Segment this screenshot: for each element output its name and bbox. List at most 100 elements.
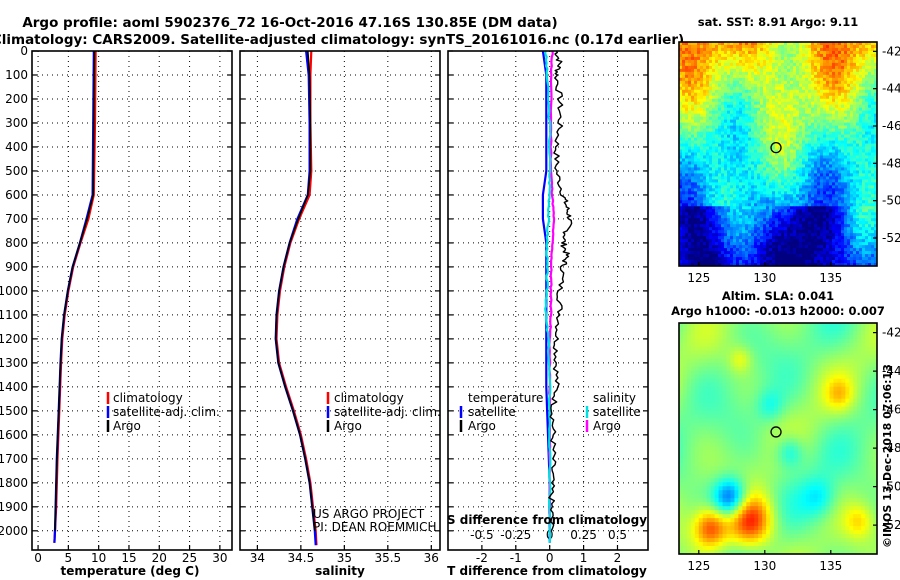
- sst-cell: [796, 167, 800, 171]
- sst-cell: [874, 137, 877, 141]
- sst-cell: [826, 209, 830, 213]
- sst-cell: [805, 95, 809, 100]
- sst-cell: [805, 182, 809, 186]
- sst-cell: [862, 110, 866, 115]
- sst-cell: [703, 170, 707, 174]
- sst-cell: [700, 200, 704, 204]
- sst-cell: [871, 143, 875, 147]
- sst-cell: [862, 197, 866, 201]
- sst-cell: [703, 92, 707, 97]
- sst-cell: [811, 200, 815, 204]
- sst-cell: [862, 140, 866, 144]
- x2-tick-label: 0.5: [608, 528, 627, 542]
- sst-cell: [742, 236, 746, 240]
- sst-cell: [679, 191, 683, 195]
- sst-cell: [853, 68, 857, 73]
- sst-cell: [784, 86, 788, 91]
- sst-cell: [739, 110, 743, 115]
- sst-cell: [784, 131, 788, 135]
- sst-cell: [871, 167, 875, 171]
- sst-cell: [799, 251, 803, 255]
- sst-cell: [808, 236, 812, 240]
- sst-cell: [766, 65, 770, 70]
- sst-cell: [874, 158, 877, 162]
- sst-cell: [748, 146, 752, 150]
- sst-cell: [793, 101, 797, 106]
- sst-cell: [868, 194, 872, 198]
- sst-cell: [835, 218, 839, 222]
- sst-cell: [835, 122, 839, 127]
- sst-cell: [796, 98, 800, 103]
- sst-cell: [679, 200, 683, 204]
- sst-cell: [871, 173, 875, 177]
- sst-cell: [835, 42, 839, 46]
- sst-cell: [799, 50, 803, 55]
- sst-cell: [850, 152, 854, 156]
- sst-cell: [826, 164, 830, 168]
- x-tick-label: 20: [152, 551, 167, 565]
- sst-cell: [769, 44, 773, 49]
- sst-cell: [703, 53, 707, 58]
- sst-cell: [721, 167, 725, 171]
- sst-cell: [739, 170, 743, 174]
- sst-cell: [787, 239, 791, 243]
- sst-cell: [784, 80, 788, 85]
- sst-cell: [751, 89, 755, 94]
- sst-cell: [754, 251, 758, 255]
- sst-cell: [739, 215, 743, 219]
- sst-cell: [718, 158, 722, 162]
- sst-cell: [763, 215, 767, 219]
- sst-cell: [859, 176, 863, 180]
- sst-cell: [721, 113, 725, 118]
- sst-cell: [763, 98, 767, 103]
- sst-cell: [829, 77, 833, 82]
- sst-cell: [820, 188, 824, 192]
- sst-cell: [730, 245, 734, 249]
- sst-cell: [700, 149, 704, 153]
- sst-cell: [850, 134, 854, 138]
- sst-cell: [820, 146, 824, 150]
- sst-cell: [847, 242, 851, 246]
- sst-cell: [685, 239, 689, 243]
- sst-cell: [682, 119, 686, 124]
- sst-cell: [700, 122, 704, 127]
- sst-cell: [820, 185, 824, 189]
- sst-cell: [844, 191, 848, 195]
- sst-cell: [862, 236, 866, 240]
- sst-cell: [745, 86, 749, 91]
- sst-cell: [706, 101, 710, 106]
- sst-cell: [853, 209, 857, 213]
- sst-cell: [868, 221, 872, 225]
- sst-cell: [730, 62, 734, 67]
- sst-cell: [703, 248, 707, 252]
- sst-cell: [682, 47, 686, 52]
- sst-cell: [856, 146, 860, 150]
- sst-cell: [826, 74, 830, 79]
- sst-cell: [820, 242, 824, 246]
- sst-cell: [835, 146, 839, 150]
- sst-cell: [766, 185, 770, 189]
- sst-cell: [823, 53, 827, 58]
- sst-cell: [685, 203, 689, 207]
- sst-cell: [763, 107, 767, 112]
- sst-cell: [700, 137, 704, 141]
- difference-legend: temperature satellite Argo salinity sate…: [459, 391, 641, 433]
- sst-cell: [697, 137, 701, 141]
- sst-cell: [826, 92, 830, 97]
- sst-cell: [682, 227, 686, 231]
- sst-cell: [718, 191, 722, 195]
- sst-cell: [835, 164, 839, 168]
- sst-cell: [784, 116, 788, 121]
- sst-cell: [835, 248, 839, 252]
- figure-title-line1: Argo profile: aoml 5902376_72 16-Oct-201…: [22, 15, 557, 31]
- sst-cell: [751, 137, 755, 141]
- sst-cell: [826, 167, 830, 171]
- sst-cell: [829, 212, 833, 216]
- sst-cell: [805, 239, 809, 243]
- sst-cell: [754, 200, 758, 204]
- sst-cell: [781, 176, 785, 180]
- sst-cell: [844, 227, 848, 231]
- sst-cell: [856, 206, 860, 210]
- sst-cell: [706, 62, 710, 67]
- sst-cell: [784, 185, 788, 189]
